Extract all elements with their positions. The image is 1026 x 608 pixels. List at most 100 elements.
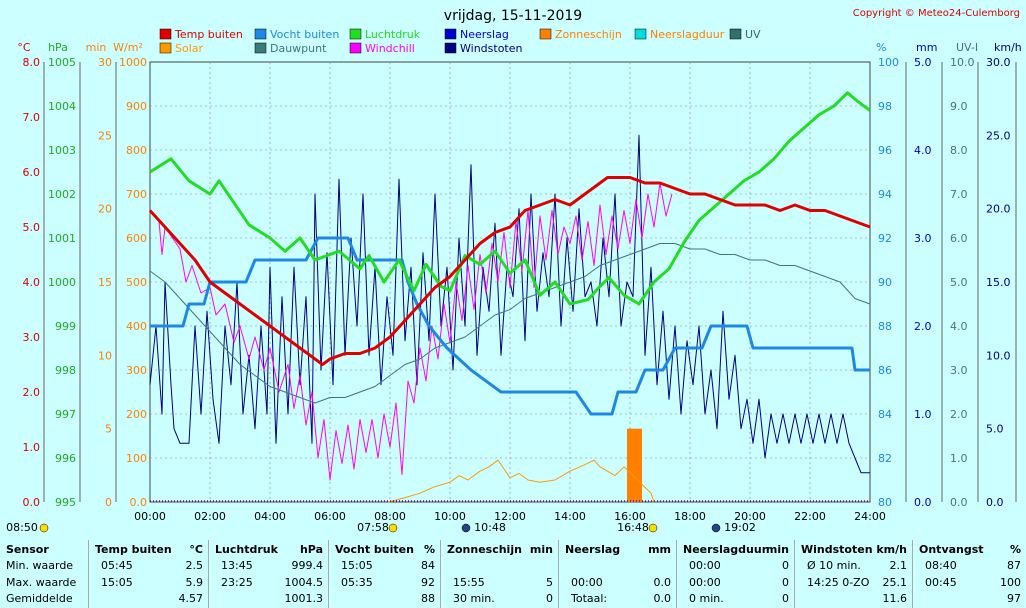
x-tick-label: 16:00 [614, 510, 646, 523]
series [148, 91, 871, 503]
stats-value: 25.1 [882, 576, 908, 589]
stats-label: 08:40 [925, 559, 957, 572]
x-tick-label: 08:00 [374, 510, 406, 523]
axis-tick-label: 999 [55, 320, 76, 333]
axis-tick-label: 80 [878, 496, 892, 509]
stats-label: 30 min. [453, 592, 495, 605]
legend-swatch [254, 42, 267, 54]
legend-swatch [444, 42, 457, 54]
axis-tick-label: 10 [98, 349, 112, 362]
stats-value: 5.9 [185, 576, 204, 589]
legend-label: Zonneschijn [555, 28, 622, 41]
axis-tick-label: 996 [55, 452, 76, 465]
marker-time: 07:58 [357, 521, 389, 534]
stats-label: Totaal: [571, 592, 608, 605]
legend-label: UV [745, 28, 761, 41]
axis-tick-label: 5.0 [986, 423, 1004, 436]
axis-tick-label: 4.0 [23, 276, 41, 289]
axis-tick-label: 7.0 [950, 188, 968, 201]
legend-swatch [159, 28, 172, 40]
stats-label: 13:45 [221, 559, 253, 572]
stats-value: 11.6 [882, 592, 908, 605]
legend-label: Neerslag [460, 28, 509, 41]
axis-tick-label: 25.0 [986, 129, 1011, 142]
legend-label: Luchtdruk [365, 28, 421, 41]
axis-tick-label: 4.0 [950, 320, 968, 333]
stats-value: 5 [546, 576, 553, 589]
x-tick-label: 02:00 [194, 510, 226, 523]
stats-value: 1004.5 [284, 576, 324, 589]
axis-tick-label: 3.0 [950, 364, 968, 377]
axis-tick-label: 995 [55, 496, 76, 509]
axis-tick-label: 20.0 [986, 203, 1011, 216]
axis-tick-label: 1004 [48, 100, 76, 113]
stats-label: 00:45 [925, 576, 957, 589]
stats-label: Min. waarde [6, 559, 74, 572]
axis-unit: W/m² [113, 41, 143, 54]
stats-unit: mm [648, 543, 671, 556]
axis-tick-label: 1000 [48, 276, 76, 289]
legend-swatch [349, 28, 362, 40]
stats-label: 14:25 0-ZO [807, 576, 870, 589]
axis-tick-label: 6.0 [950, 232, 968, 245]
legend-swatch [729, 28, 742, 40]
stats-unit: km/h [876, 543, 907, 556]
sunrise-icon [388, 523, 398, 533]
axis-tick-label: 500 [126, 276, 147, 289]
stats-label: 00:00 [689, 559, 721, 572]
stats-value: 88 [421, 592, 435, 605]
axis-tick-label: 0 [105, 496, 112, 509]
legend-swatch [634, 28, 647, 40]
legend-swatch [349, 42, 362, 54]
axis-tick-label: 1000 [119, 56, 147, 69]
stats-heading: Vocht buiten [335, 543, 414, 556]
axis-tick-label: 400 [126, 320, 147, 333]
axis-tick-label: 5.0 [23, 221, 41, 234]
stats-label: 00:00 [689, 576, 721, 589]
x-tick-label: 22:00 [794, 510, 826, 523]
stats-table: Sensor Min. waarde Max. waarde Gemiddelde Te… [0, 540, 1026, 608]
stats-heading: Windstoten [801, 543, 873, 556]
axis-tick-label: 1005 [48, 56, 76, 69]
axis-unit: °C [17, 41, 31, 54]
axis-tick-label: 0.0 [986, 496, 1004, 509]
x-tick-label: 20:00 [734, 510, 766, 523]
axis-tick-label: 800 [126, 144, 147, 157]
axis-tick-label: 94 [878, 188, 892, 201]
stats-unit: min [765, 543, 789, 556]
axis-tick-label: 1001 [48, 232, 76, 245]
stats-column: Temp buiten °C 05:45 2.5 15:05 5.9 4.57 [88, 540, 209, 608]
axis-tick-label: 997 [55, 408, 76, 421]
axis-tick-label: 88 [878, 320, 892, 333]
axis-tick-label: 2.0 [23, 386, 41, 399]
axis-tick-label: 2.0 [950, 408, 968, 421]
stats-value: 2.1 [889, 559, 908, 572]
axis-tick-label: 998 [55, 364, 76, 377]
series-luchtdruk [149, 91, 871, 306]
sunset-icon [648, 523, 658, 533]
stats-value: 100 [1000, 576, 1021, 589]
chart-title: vrijdag, 15-11-2019 [444, 8, 582, 24]
x-tick-label: 00:00 [134, 510, 166, 523]
axis-tick-label: 4.0 [914, 144, 932, 157]
axis-tick-label: 1.0 [950, 452, 968, 465]
axis-tick-label: 1003 [48, 144, 76, 157]
moonrise-icon [711, 523, 721, 533]
axis-tick-label: 7.0 [23, 111, 41, 124]
legend-label: Windchill [365, 42, 415, 55]
stats-label: Gemiddelde [6, 592, 73, 605]
x-tick-label: 14:00 [554, 510, 586, 523]
series-dauwpunt [149, 243, 871, 404]
stats-unit: min [529, 543, 553, 556]
stats-heading: Luchtdruk [215, 543, 278, 556]
stats-heading: Temp buiten [95, 543, 172, 556]
legend-label: Dauwpunt [270, 42, 327, 55]
stats-column: Vocht buiten% 15:05 84 05:35 92 88 [328, 540, 441, 608]
axis-tick-label: 8.0 [23, 56, 41, 69]
sun-icon [39, 523, 49, 533]
axis-tick-label: 20 [98, 203, 112, 216]
stats-unit: % [423, 543, 435, 556]
stats-value: 0 [782, 592, 789, 605]
axis-tick-label: 5 [105, 423, 112, 436]
x-tick-label: 24:00 [854, 510, 886, 523]
